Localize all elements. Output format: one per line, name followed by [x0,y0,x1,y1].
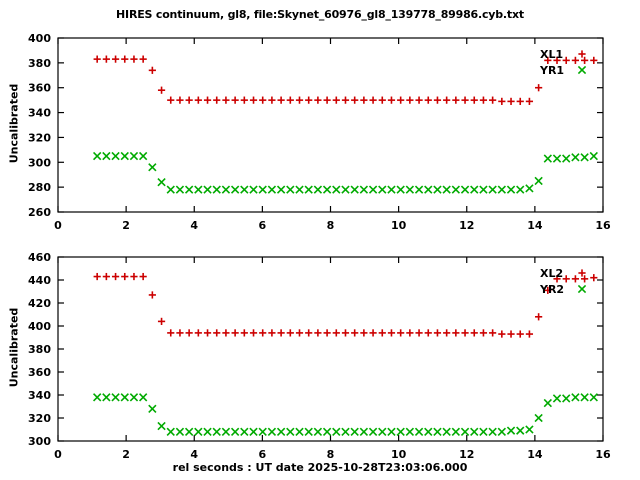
x-tick-label: 16 [595,219,611,232]
legend-label-yr2: YR2 [539,283,564,296]
x-tick-label: 0 [54,219,62,232]
y-tick-label: 360 [28,366,51,379]
y-tick-label: 460 [28,251,51,264]
y-tick-label: 440 [28,274,51,287]
y-tick-label: 300 [28,156,51,169]
x-tick-label: 0 [54,448,62,461]
y-tick-label: 400 [28,32,51,45]
data-series-yr2 [93,393,598,436]
x-tick-label: 2 [122,219,130,232]
chart-panel-top: 260 280 300 320 340 360 380 400 0 2 4 6 8 10 12 14 16 XL1… [28,32,611,232]
y-tick-label: 400 [28,320,51,333]
y-tick-label: 280 [28,181,51,194]
x-tick-label: 16 [595,448,611,461]
x-tick-label: 10 [391,219,407,232]
y-tick-label: 360 [28,82,51,95]
data-series-xl1 [93,55,598,105]
legend-label-yr1: YR1 [539,64,564,77]
data-series-xl2 [93,272,598,338]
y-tick-label: 300 [28,435,51,448]
y-tick-label: 380 [28,343,51,356]
legend-label-xl1: XL1 [540,48,563,61]
y-tick-label: 320 [28,131,51,144]
x-tick-label: 6 [259,448,267,461]
y-tick-label: 340 [28,107,51,120]
x-axis-label: rel seconds : UT date 2025-10-28T23:03:0… [172,461,468,474]
x-tick-label: 14 [527,448,543,461]
x-tick-label: 8 [327,448,335,461]
page-title: HIRES continuum, gl8, file:Skynet_60976_… [116,8,524,21]
y-tick-label: 380 [28,57,51,70]
x-tick-label: 8 [327,219,335,232]
x-tick-label: 2 [122,448,130,461]
chart-panel-bottom: 300 320 340 360 380 400 420 440 460 0 2 4 6 8 10 12 14 16… [28,251,611,461]
plot-frame [57,256,604,442]
data-series-yr1 [93,151,598,194]
x-tick-label: 4 [190,219,198,232]
x-tick-label: 14 [527,219,543,232]
legend-label-xl2: XL2 [540,267,563,280]
y-tick-label: 260 [28,206,51,219]
y-tick-label: 340 [28,389,51,402]
x-tick-label: 6 [259,219,267,232]
x-tick-label: 12 [459,219,474,232]
y-tick-label: 420 [28,297,51,310]
x-tick-label: 12 [459,448,474,461]
x-tick-label: 4 [190,448,198,461]
y-tick-label: 320 [28,412,51,425]
x-tick-label: 10 [391,448,407,461]
